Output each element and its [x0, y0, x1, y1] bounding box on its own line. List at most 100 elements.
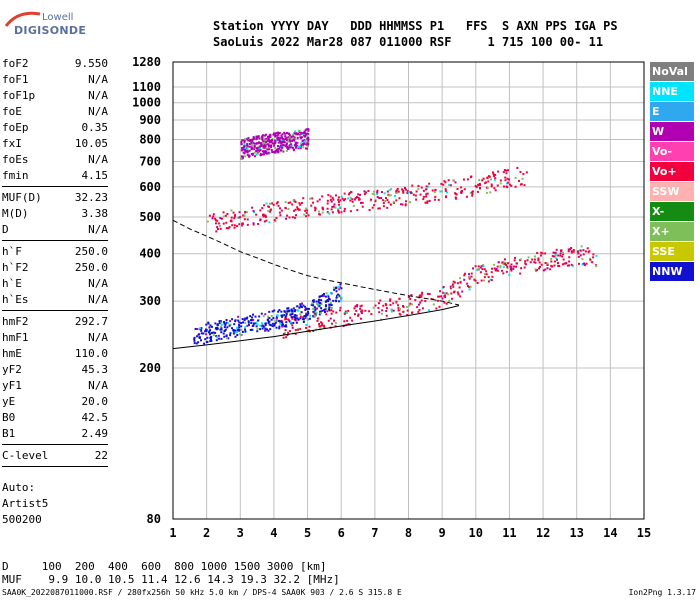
echo-point — [466, 285, 469, 288]
echo-point — [275, 138, 278, 141]
echo-point — [534, 261, 537, 264]
echo-point — [214, 222, 217, 225]
echo-point — [286, 334, 289, 337]
echo-point — [312, 201, 315, 204]
echo-point — [510, 266, 513, 269]
echo-point — [225, 318, 228, 321]
echo-point — [289, 321, 292, 324]
echo-point — [485, 273, 488, 276]
echo-point — [253, 155, 256, 158]
echo-point — [406, 309, 409, 312]
param-label: hmF1 — [2, 331, 29, 344]
echo-point — [292, 135, 295, 138]
echo-point — [444, 296, 447, 299]
echo-point — [506, 169, 509, 172]
echo-point — [265, 147, 268, 150]
echo-point — [582, 249, 585, 252]
echo-point — [569, 248, 572, 251]
legend-item: NoVal — [650, 62, 694, 81]
echo-point — [402, 191, 405, 194]
legend-item: W — [650, 122, 694, 141]
echo-point — [291, 310, 294, 313]
echo-point — [357, 314, 360, 317]
echo-point — [243, 148, 246, 151]
echo-point — [371, 192, 374, 195]
echo-point — [209, 324, 212, 327]
echo-point — [280, 146, 283, 149]
echo-point — [223, 320, 226, 323]
param-label: fmin — [2, 169, 29, 182]
x-tick-label: 14 — [603, 526, 617, 540]
echo-point — [248, 149, 251, 152]
echo-point — [275, 317, 278, 320]
echo-point — [283, 138, 286, 141]
echo-point — [297, 309, 300, 312]
echo-point — [509, 267, 512, 270]
echo-point — [406, 314, 409, 317]
echo-point — [258, 315, 261, 318]
echo-point — [255, 142, 258, 145]
echo-point — [570, 247, 573, 250]
echo-point — [246, 144, 249, 147]
echo-point — [483, 279, 486, 282]
echo-point — [264, 327, 267, 330]
echo-point — [256, 142, 259, 145]
echo-point — [273, 322, 276, 325]
echo-point — [338, 203, 341, 206]
echo-point — [280, 134, 283, 137]
echo-point — [240, 325, 243, 328]
echo-point — [280, 138, 283, 141]
echo-point — [557, 264, 560, 267]
echo-point — [206, 336, 209, 339]
echo-point — [337, 210, 340, 213]
param-label: foF2 — [2, 57, 29, 70]
legend-item: Vo- — [650, 142, 694, 161]
echo-point — [194, 327, 197, 330]
echo-point — [318, 198, 321, 201]
echo-point — [395, 199, 398, 202]
echo-point — [294, 144, 297, 147]
legend-item: X- — [650, 202, 694, 221]
echo-point — [247, 320, 250, 323]
echo-point — [425, 193, 428, 196]
echo-point — [291, 313, 294, 316]
echo-point — [344, 310, 347, 313]
auto-program: Artist5 — [2, 497, 49, 510]
echo-point — [215, 335, 218, 338]
echo-point — [264, 150, 267, 153]
echo-point — [312, 304, 315, 307]
echo-point — [453, 179, 456, 182]
echo-point — [505, 169, 508, 172]
echo-point — [485, 181, 488, 184]
echo-point — [258, 150, 261, 153]
echo-point — [392, 309, 395, 312]
echo-point — [273, 309, 276, 312]
echo-point — [360, 312, 363, 315]
echo-point — [551, 255, 554, 258]
echo-point — [293, 315, 296, 318]
echo-point — [442, 285, 445, 288]
echo-point — [307, 307, 310, 310]
echo-point — [292, 321, 295, 324]
echo-point — [298, 208, 301, 211]
echo-point — [327, 297, 330, 300]
echo-point — [426, 192, 429, 195]
echo-point — [490, 271, 493, 274]
echo-point — [359, 193, 362, 196]
echo-point — [361, 309, 364, 312]
echo-point — [205, 323, 208, 326]
echo-point — [214, 331, 217, 334]
echo-point — [589, 258, 592, 261]
echo-point — [209, 340, 212, 343]
echo-point — [406, 192, 409, 195]
echo-point — [537, 258, 540, 261]
echo-point — [216, 327, 219, 330]
echo-point — [250, 141, 253, 144]
echo-point — [259, 148, 262, 151]
echo-point — [299, 144, 302, 147]
echo-point — [395, 300, 398, 303]
echo-point — [259, 153, 262, 156]
echo-point — [393, 194, 396, 197]
echo-point — [398, 312, 401, 315]
echo-point — [276, 137, 279, 140]
